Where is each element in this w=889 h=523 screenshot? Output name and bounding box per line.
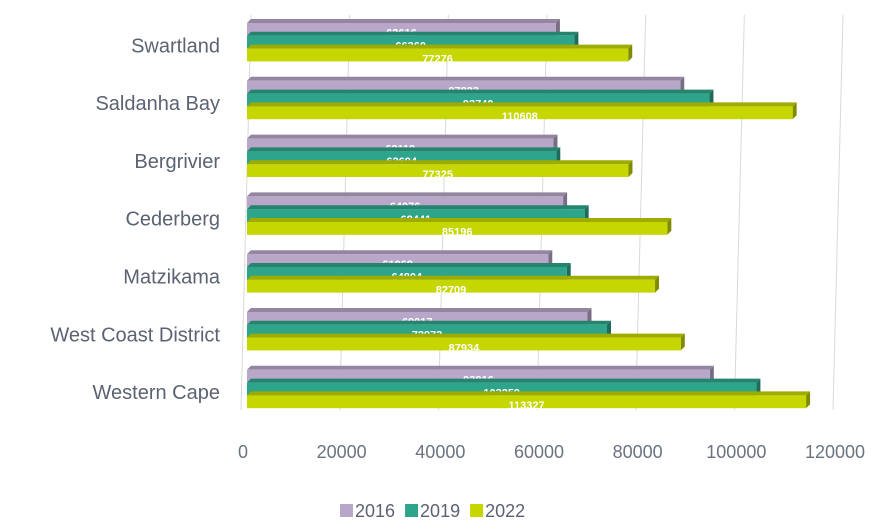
x-tick-label: 0 bbox=[238, 442, 248, 462]
bar-top bbox=[247, 333, 685, 338]
bar bbox=[247, 164, 629, 177]
bar-side bbox=[566, 263, 571, 280]
bar-top bbox=[247, 19, 560, 23]
legend-label: 2016 bbox=[355, 501, 395, 521]
bar-side bbox=[556, 147, 561, 165]
bar-side bbox=[806, 391, 811, 409]
bar-side bbox=[587, 308, 592, 325]
value-label: 77325 bbox=[422, 169, 453, 181]
legend-swatch bbox=[470, 504, 484, 517]
value-label: 82709 bbox=[436, 285, 467, 297]
bar-side bbox=[709, 89, 714, 107]
x-tick-label: 20000 bbox=[317, 442, 367, 462]
bar-side bbox=[628, 44, 633, 62]
y-tick-label: Matzikama bbox=[123, 266, 221, 288]
bar-top bbox=[247, 378, 761, 383]
bar-top bbox=[247, 205, 589, 210]
bar-top bbox=[247, 134, 558, 139]
bar-side bbox=[574, 31, 579, 49]
bar-top bbox=[247, 192, 568, 197]
x-tick-label: 80000 bbox=[613, 442, 663, 462]
legend-label: 2019 bbox=[420, 501, 460, 521]
value-label: 110608 bbox=[502, 111, 538, 123]
grid-line bbox=[832, 14, 844, 411]
x-tick-label: 40000 bbox=[415, 442, 465, 462]
bar-side bbox=[628, 160, 633, 177]
bar-top bbox=[247, 160, 633, 165]
bar bbox=[247, 395, 807, 409]
bar bbox=[247, 279, 656, 293]
bar-top bbox=[247, 102, 797, 107]
y-tick-label: West Coast District bbox=[50, 324, 220, 346]
bar-top bbox=[247, 391, 811, 396]
bar-side bbox=[680, 76, 685, 94]
y-tick-label: Saldanha Bay bbox=[95, 93, 220, 115]
bar-side bbox=[680, 333, 685, 351]
y-tick-label: Western Cape bbox=[93, 382, 220, 404]
bar-side bbox=[792, 102, 797, 120]
y-tick-label: Bergrivier bbox=[134, 151, 220, 173]
legend-label: 2022 bbox=[485, 501, 525, 521]
legend-swatch bbox=[340, 504, 353, 517]
bar-top bbox=[247, 250, 553, 255]
bar-side bbox=[607, 320, 612, 338]
bar bbox=[247, 48, 629, 62]
bar-top bbox=[247, 147, 561, 152]
bar-side bbox=[563, 192, 568, 210]
bar-top bbox=[247, 76, 685, 81]
bar-side bbox=[584, 205, 589, 222]
bar-top bbox=[247, 275, 660, 280]
value-label: 113327 bbox=[508, 400, 544, 412]
bar-top bbox=[247, 263, 571, 267]
grid-line bbox=[635, 14, 647, 411]
bar-side bbox=[548, 250, 553, 267]
bar bbox=[247, 222, 668, 235]
bar bbox=[247, 337, 681, 351]
x-tick-label: 100000 bbox=[706, 442, 766, 462]
x-tick-label: 60000 bbox=[514, 442, 564, 462]
bar-top bbox=[247, 89, 714, 94]
y-tick-label: Cederberg bbox=[125, 209, 220, 231]
bar-top bbox=[247, 31, 579, 36]
bar-side bbox=[655, 275, 660, 293]
value-label: 85196 bbox=[442, 227, 473, 239]
bar-side bbox=[667, 218, 672, 235]
legend-swatch bbox=[405, 504, 419, 517]
bar-side bbox=[555, 19, 560, 36]
value-label: 87934 bbox=[449, 342, 480, 354]
bar-top bbox=[247, 44, 633, 49]
bar-side bbox=[756, 378, 761, 396]
x-tick-label: 120000 bbox=[805, 442, 865, 462]
value-label: 77276 bbox=[422, 53, 453, 65]
bar-top bbox=[247, 320, 612, 325]
y-tick-label: Swartland bbox=[131, 35, 220, 57]
bar-top bbox=[247, 365, 714, 370]
bar-top bbox=[247, 218, 672, 222]
bar-side bbox=[553, 134, 558, 152]
grid-line bbox=[733, 14, 745, 411]
bar-top bbox=[247, 308, 592, 312]
bar bbox=[247, 106, 793, 120]
bar-side bbox=[709, 365, 714, 383]
